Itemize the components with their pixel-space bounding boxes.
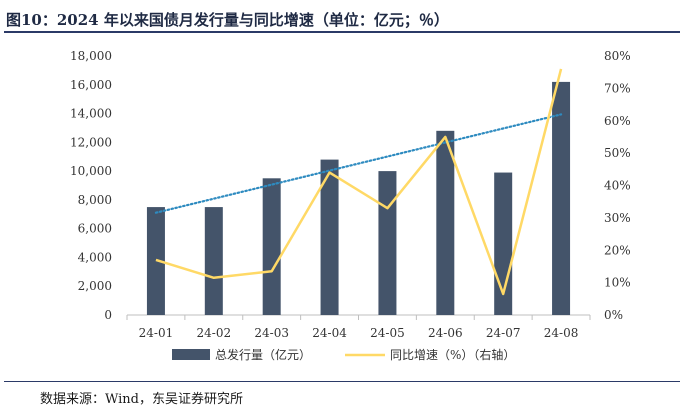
y-right-tick-label: 30% [604, 211, 631, 225]
y-right-tick-label: 70% [604, 81, 631, 95]
bar [262, 178, 281, 315]
bar-series [146, 81, 571, 316]
x-tick-label: 24-03 [254, 326, 289, 340]
legend-swatch-bars [172, 349, 210, 360]
y-left-tick-label: 10,000 [70, 164, 112, 178]
chart: 0 2,000 4,000 6,000 8,000 10,000 12,000 14,000 1… [70, 49, 631, 362]
x-tick-label: 24-01 [139, 326, 174, 340]
bar [320, 159, 339, 315]
y-right-axis: 0% 10% 20% 30% 40% 50% 60% 70% 80% [604, 49, 631, 322]
y-left-tick-label: 0 [104, 308, 112, 322]
y-left-tick-label: 18,000 [70, 49, 112, 63]
y-right-tick-label: 20% [604, 243, 631, 257]
y-right-tick-label: 50% [604, 146, 631, 160]
x-tick-label: 24-04 [312, 326, 347, 340]
x-tick-label: 24-08 [544, 326, 579, 340]
trendline [154, 113, 563, 214]
bar [204, 207, 223, 315]
bar [552, 81, 571, 316]
x-axis: 24-01 24-02 24-03 24-04 24-05 24-06 24-07 24-08 [126, 315, 591, 340]
x-tick-label: 24-02 [197, 326, 232, 340]
chart-title: 图10：2024 年以来国债月发行量与同比增速（单位：亿元；％） [6, 11, 449, 29]
y-left-tick-label: 16,000 [70, 78, 112, 92]
y-right-tick-label: 10% [604, 276, 631, 290]
line-series [155, 68, 563, 296]
y-left-tick-label: 6,000 [78, 222, 112, 236]
x-tick-label: 24-06 [428, 326, 463, 340]
y-left-tick-label: 12,000 [70, 135, 112, 149]
y-left-axis: 0 2,000 4,000 6,000 8,000 10,000 12,000 14,000 1… [70, 49, 112, 322]
y-left-tick-label: 14,000 [70, 107, 112, 121]
source-divider [4, 381, 680, 382]
y-right-tick-label: 40% [604, 179, 631, 193]
bar [436, 130, 455, 315]
x-tick-label: 24-05 [370, 326, 405, 340]
trendline-path [154, 113, 563, 214]
y-left-tick-label: 8,000 [78, 193, 112, 207]
legend: 总发行量（亿元） 同比增速（%）（右轴） [172, 347, 515, 362]
line-path [155, 68, 563, 296]
y-left-tick-label: 4,000 [78, 250, 112, 264]
legend-label-bars: 总发行量（亿元） [215, 347, 311, 362]
x-tick-label: 24-07 [486, 326, 521, 340]
source-note: 数据来源：Wind，东吴证券研究所 [40, 392, 243, 407]
title-divider [4, 31, 680, 33]
bar [378, 171, 397, 315]
y-right-tick-label: 60% [604, 114, 631, 128]
y-right-tick-label: 0% [604, 308, 623, 322]
y-right-tick-label: 80% [604, 49, 631, 63]
legend-label-line: 同比增速（%）（右轴） [390, 347, 515, 362]
y-left-tick-label: 2,000 [78, 279, 112, 293]
